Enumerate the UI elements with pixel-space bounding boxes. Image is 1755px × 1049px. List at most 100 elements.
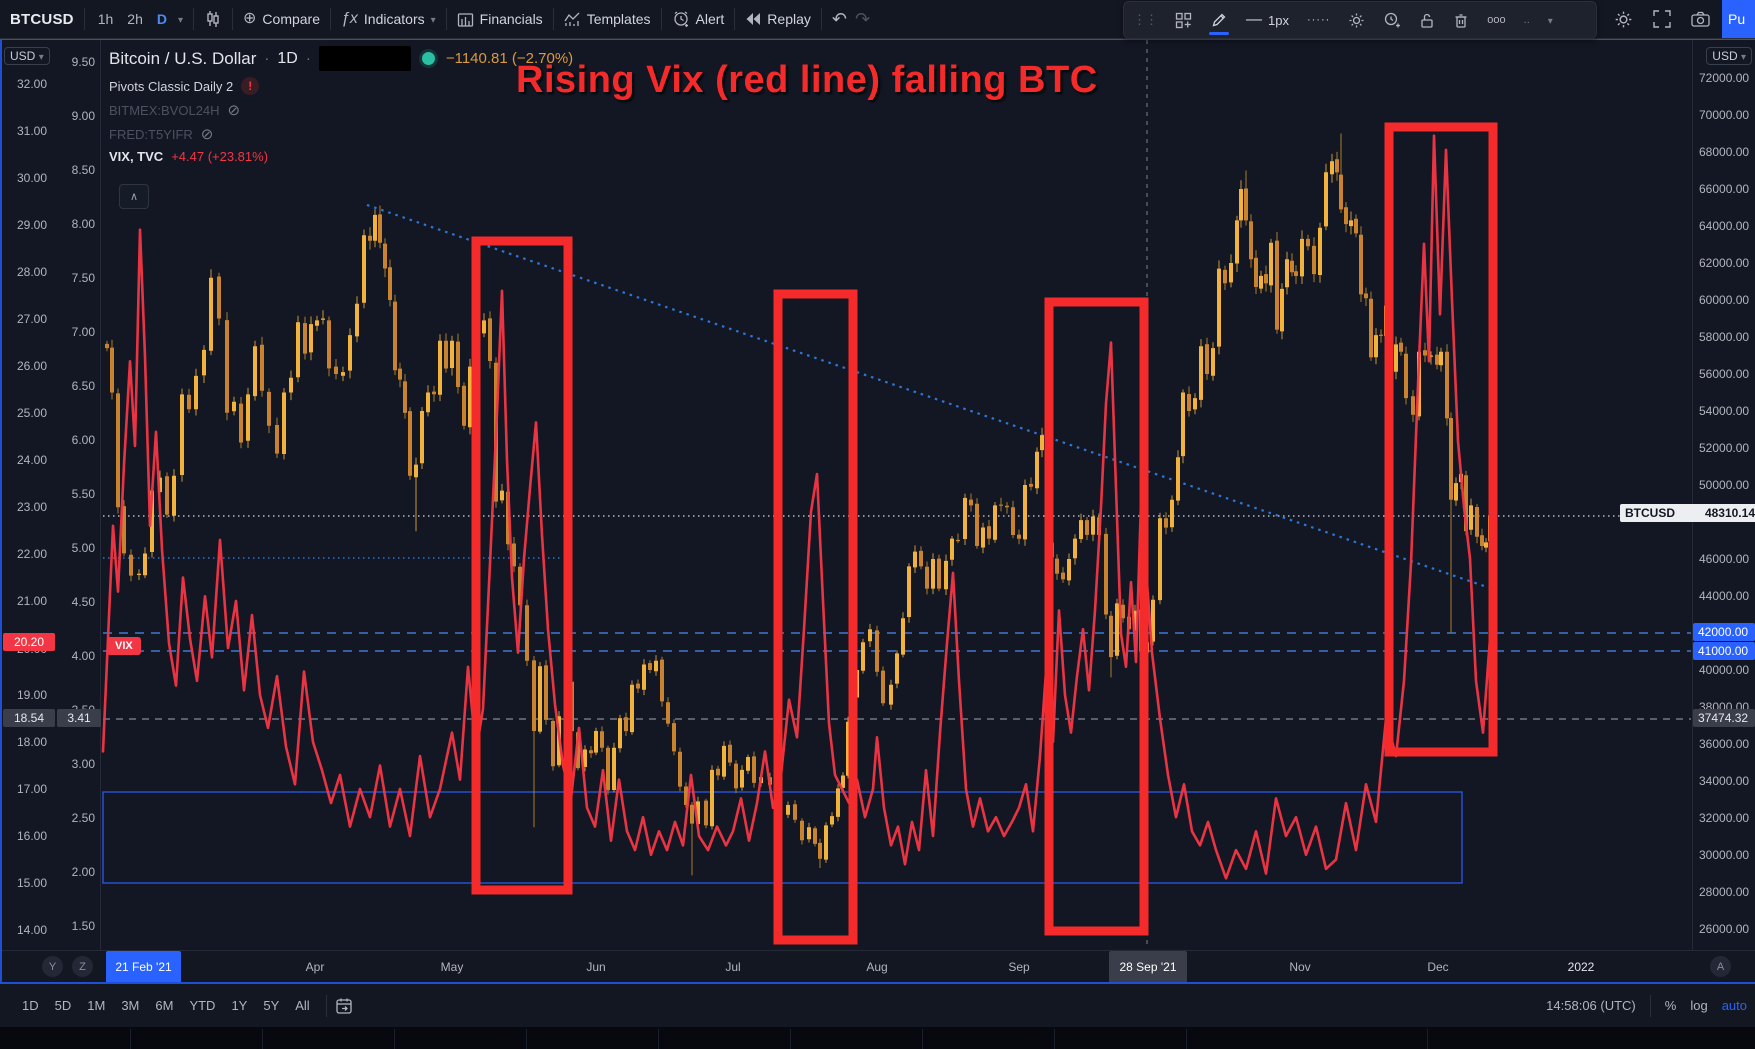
trash-icon[interactable] — [1444, 2, 1478, 38]
chevron-down-icon[interactable]: ▾ — [1547, 15, 1553, 27]
templates-button[interactable]: Templates — [554, 0, 661, 38]
time-axis-a-button[interactable]: A — [1710, 956, 1731, 977]
range-button-1m[interactable]: 1M — [87, 998, 106, 1013]
axis-tick-label: 54000.00 — [1699, 404, 1750, 418]
interval-1d-button[interactable]: D — [156, 11, 167, 27]
eye-off-icon[interactable]: ⊘ — [200, 126, 214, 143]
axis-tick-label: 26000.00 — [1699, 922, 1750, 936]
axis-tick-label: 16.00 — [16, 829, 47, 843]
publish-button[interactable]: Pu — [1722, 0, 1755, 38]
indicator-pivots-label[interactable]: Pivots Classic Daily 2 — [109, 78, 234, 94]
axis-tick-label: 27.00 — [16, 312, 47, 326]
clock-timezone-button[interactable]: 14:58:06 (UTC) — [1546, 998, 1636, 1013]
fullscreen-icon[interactable] — [1653, 10, 1671, 28]
legend-collapse-button[interactable]: ∧ — [119, 184, 149, 209]
auto-scale-button[interactable]: auto — [1721, 998, 1747, 1013]
axis-tick-label: 21.00 — [16, 594, 47, 608]
divider — [325, 994, 327, 1017]
time-axis[interactable]: Y Z 21 Feb '21 28 Sep '21 A Apr May Jun Jul… — [0, 950, 1755, 983]
axis-tick-label: 15.00 — [16, 876, 47, 890]
interval-label[interactable]: 1D — [277, 49, 298, 67]
annotation-text-drawing[interactable]: Rising Vix (red line) falling BTC — [516, 59, 1098, 101]
bottom-right-controls: 14:58:06 (UTC) % log auto — [1546, 984, 1747, 1027]
eye-off-icon[interactable]: ⊘ — [227, 102, 241, 119]
line-width-button[interactable]: — 1px — [1246, 11, 1289, 28]
range-button-5d[interactable]: 5D — [54, 998, 72, 1013]
left-axis-unit-button[interactable]: USD ▾ — [4, 47, 50, 65]
line-sample-icon: — — [1246, 11, 1262, 28]
unlock-icon[interactable] — [1410, 2, 1444, 38]
axis-tick-label: 7.50 — [71, 271, 95, 285]
time-axis-z-button[interactable]: Z — [72, 956, 93, 977]
settings-gear-icon[interactable] — [1339, 2, 1374, 38]
range-button-all[interactable]: All — [295, 998, 310, 1013]
layout-grid-icon[interactable] — [1166, 2, 1201, 38]
range-button-3m[interactable]: 3M — [121, 998, 140, 1013]
chart-settings-gear-icon[interactable] — [1614, 10, 1633, 29]
left-crosshair-badge: 18.54 — [3, 709, 55, 727]
alert-button[interactable]: Alert — [662, 0, 735, 38]
axis-tick-label: 1.50 — [71, 919, 95, 933]
axis-tick-label: 5.50 — [71, 487, 95, 501]
symbol-button[interactable]: BTCUSD — [10, 10, 74, 28]
redo-button[interactable]: ↷ — [854, 9, 871, 29]
undo-button[interactable]: ↶ — [831, 9, 847, 29]
axis-tick-label: 8.00 — [71, 217, 95, 231]
left-vix-price-axis[interactable]: USD ▾ 32.00 31.00 30.00 29.00 28.00 27.00 26.0… — [0, 38, 53, 950]
compare-button[interactable]: ⊕ Compare — [243, 10, 321, 28]
chevron-down-icon[interactable]: ▾ — [430, 14, 436, 26]
range-button-5y[interactable]: 5Y — [263, 998, 280, 1013]
axis-tick-label: 30.00 — [16, 171, 47, 185]
axis-tick-label: 28.00 — [16, 265, 47, 279]
more-options-button[interactable]: ooo — [1487, 14, 1506, 26]
red-highlight-box-3 — [1044, 297, 1149, 936]
alert-plus-icon[interactable] — [1374, 2, 1410, 38]
line-style-button[interactable]: ····· — [1306, 14, 1331, 26]
replay-button[interactable]: Replay — [735, 0, 821, 38]
vix-series-chip[interactable]: VIX — [107, 637, 141, 655]
symbol-title[interactable]: Bitcoin / U.S. Dollar — [109, 48, 257, 68]
alert-price-badge-42000[interactable]: 42000.00 — [1693, 623, 1755, 641]
more-dd[interactable]: .. — [1523, 14, 1530, 26]
time-axis-y-button[interactable]: Y — [42, 956, 63, 977]
left-aux-price-axis[interactable]: 9.50 9.00 8.50 8.00 7.50 7.00 6.50 6.00 5.50 5.00… — [52, 38, 101, 950]
indicators-button[interactable]: ƒx Indicators ▾ — [341, 10, 436, 28]
chevron-down-icon[interactable]: ▾ — [177, 14, 184, 26]
indicator-warning-icon[interactable]: ! — [241, 77, 260, 95]
range-button-ytd[interactable]: YTD — [189, 998, 216, 1013]
axis-tick-label: 18.00 — [16, 735, 47, 749]
vix-last-price-badge: 20.20 — [3, 633, 55, 651]
time-tick-label: Jun — [586, 960, 606, 974]
financials-button[interactable]: Financials — [447, 0, 553, 38]
percent-scale-button[interactable]: % — [1664, 998, 1677, 1013]
red-highlight-box-2 — [773, 289, 858, 945]
range-button-6m[interactable]: 6M — [155, 998, 174, 1013]
range-button-1y[interactable]: 1Y — [231, 998, 248, 1013]
candle-style-icon[interactable] — [204, 10, 222, 28]
axis-tick-label: 36000.00 — [1699, 737, 1750, 751]
indicator-vix-label[interactable]: VIX, TVC — [109, 149, 164, 164]
right-axis-unit-button[interactable]: USD ▾ — [1706, 47, 1752, 65]
axis-tick-label: 68000.00 — [1699, 145, 1750, 159]
time-tick-label: Nov — [1289, 960, 1311, 974]
taskbar-separator — [922, 1029, 923, 1049]
camera-snapshot-icon[interactable] — [1691, 11, 1710, 28]
axis-tick-label: 46000.00 — [1699, 552, 1750, 566]
drag-handle[interactable]: ⋮⋮ — [1133, 12, 1158, 27]
log-scale-button[interactable]: log — [1690, 998, 1708, 1013]
financials-icon — [457, 11, 474, 28]
taskbar-separator — [1186, 1029, 1187, 1049]
go-to-date-icon[interactable] — [335, 997, 353, 1015]
right-usd-price-axis[interactable]: USD ▾ 72000.00 70000.00 68000.00 66000.00 64… — [1692, 38, 1755, 950]
indicator-t5yifr-label[interactable]: FRED:T5YIFR — [109, 126, 193, 142]
pencil-tool-button[interactable] — [1201, 2, 1237, 38]
indicator-bvol-label[interactable]: BITMEX:BVOL24H — [109, 102, 220, 118]
interval-2h-button[interactable]: 2h — [127, 11, 143, 27]
interval-1h-button[interactable]: 1h — [97, 11, 114, 27]
range-button-1d[interactable]: 1D — [22, 998, 39, 1013]
alert-price-badge-41000[interactable]: 41000.00 — [1693, 642, 1755, 660]
active-tool-indicator — [1209, 32, 1229, 35]
alarm-clock-icon — [672, 10, 690, 28]
divider — [552, 8, 554, 30]
axis-tick-label: 32.00 — [16, 77, 47, 91]
